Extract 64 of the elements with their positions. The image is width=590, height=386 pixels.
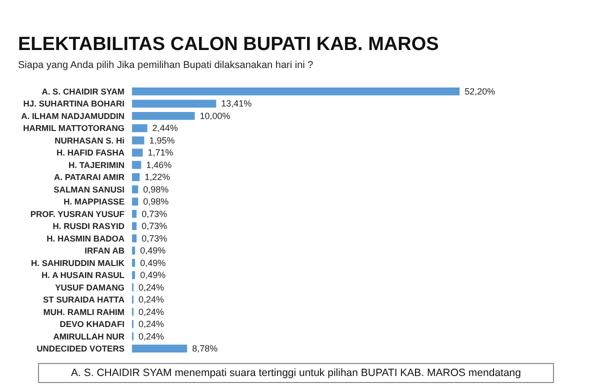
data-label: 0,49% — [140, 246, 166, 256]
data-label: 0,98% — [143, 196, 169, 207]
bar — [132, 271, 136, 280]
bar — [132, 198, 138, 206]
data-label: 0,24% — [138, 331, 164, 342]
y-tick-label: H. TAJERIMIN — [68, 160, 124, 170]
bar — [132, 173, 140, 182]
data-label: 1,95% — [149, 135, 175, 146]
bar — [132, 344, 188, 353]
y-tick-label: H. HAFID FASHA — [56, 148, 124, 158]
y-tick-label: H. SAHIRUDDIN MALIK — [31, 258, 126, 268]
y-tick-label: SALMAN SANUSI — [54, 184, 124, 194]
y-tick-label: ST SURAIDA HATTA — [42, 294, 124, 305]
y-tick-label: PROF. YUSRAN YUSUF — [30, 208, 124, 219]
data-label: 0,73% — [142, 221, 168, 232]
data-label: 1,22% — [144, 172, 170, 182]
y-tick-label: IRFAN AB — [84, 246, 124, 256]
y-tick-label: NURHASAN S. Hi — [54, 135, 124, 146]
bar — [132, 160, 142, 169]
bar — [132, 185, 138, 194]
data-label: 2,44% — [152, 123, 178, 134]
chart-subtitle: Siapa yang Anda pilih Jika pemilihan Bupati dilaksanakan hari ini ? — [18, 60, 314, 71]
y-tick-label: DEVO KHADAFI — [60, 319, 124, 330]
bar — [132, 87, 460, 96]
data-label: 0,24% — [138, 294, 164, 305]
bar — [132, 148, 143, 157]
y-tick-label: A. S. CHAIDIR SYAM — [42, 86, 124, 96]
data-label: 0,49% — [140, 258, 166, 268]
bar — [132, 136, 144, 144]
data-label: 52,20% — [464, 86, 496, 96]
data-label: 0,24% — [138, 306, 164, 317]
y-tick-label: H. HASMIN BADOA — [46, 233, 124, 244]
data-label: 0,73% — [142, 208, 168, 219]
bar — [132, 222, 137, 230]
y-tick-label: A. PATARAI AMIR — [54, 172, 124, 182]
text: A. S. CHAIDIR SYAM menempati suara tertinggi untuk pilihan BUPATI KAB. MAROS mendatang — [38, 363, 554, 383]
data-label: 0,24% — [138, 319, 164, 330]
bar — [132, 112, 195, 120]
data-label: 13,41% — [221, 98, 252, 109]
y-tick-label: MUH. RAMLI RAHIM — [43, 306, 124, 317]
y-tick-label: UNDECIDED VOTERS — [36, 344, 125, 354]
y-tick-label: AMIRULLAH NUR — [53, 331, 124, 342]
bar — [132, 124, 148, 132]
y-tick-label: HARMIL MATTOTORANG — [23, 123, 125, 134]
y-tick-label: HJ. SUHARTINA BOHARI — [23, 98, 124, 109]
bar — [132, 210, 137, 218]
data-label: 0,98% — [143, 184, 169, 194]
bar — [132, 246, 136, 255]
data-label: 1,46% — [146, 160, 172, 170]
data-label: 0,49% — [140, 270, 166, 280]
data-label: 1,71% — [148, 148, 174, 158]
bar — [132, 258, 136, 267]
data-label: 8,78% — [192, 344, 218, 354]
y-tick-label: A. ILHAM NADJAMUDDIN — [21, 110, 124, 121]
chart-title: ELEKTABILITAS CALON BUPATI KAB. MAROS — [18, 34, 439, 56]
y-tick-label: H. RUSDI RASYID — [52, 221, 124, 232]
bar — [132, 100, 216, 108]
data-label: 0,73% — [142, 233, 168, 244]
y-tick-label: H. MAPPIASSE — [64, 196, 125, 207]
y-tick-label: YUSUF DAMANG — [55, 282, 125, 292]
data-label: 0,24% — [138, 282, 164, 292]
bar — [132, 234, 137, 242]
data-label: 10,00% — [200, 110, 230, 121]
y-tick-label: H. A HUSAIN RASUL — [42, 270, 124, 280]
